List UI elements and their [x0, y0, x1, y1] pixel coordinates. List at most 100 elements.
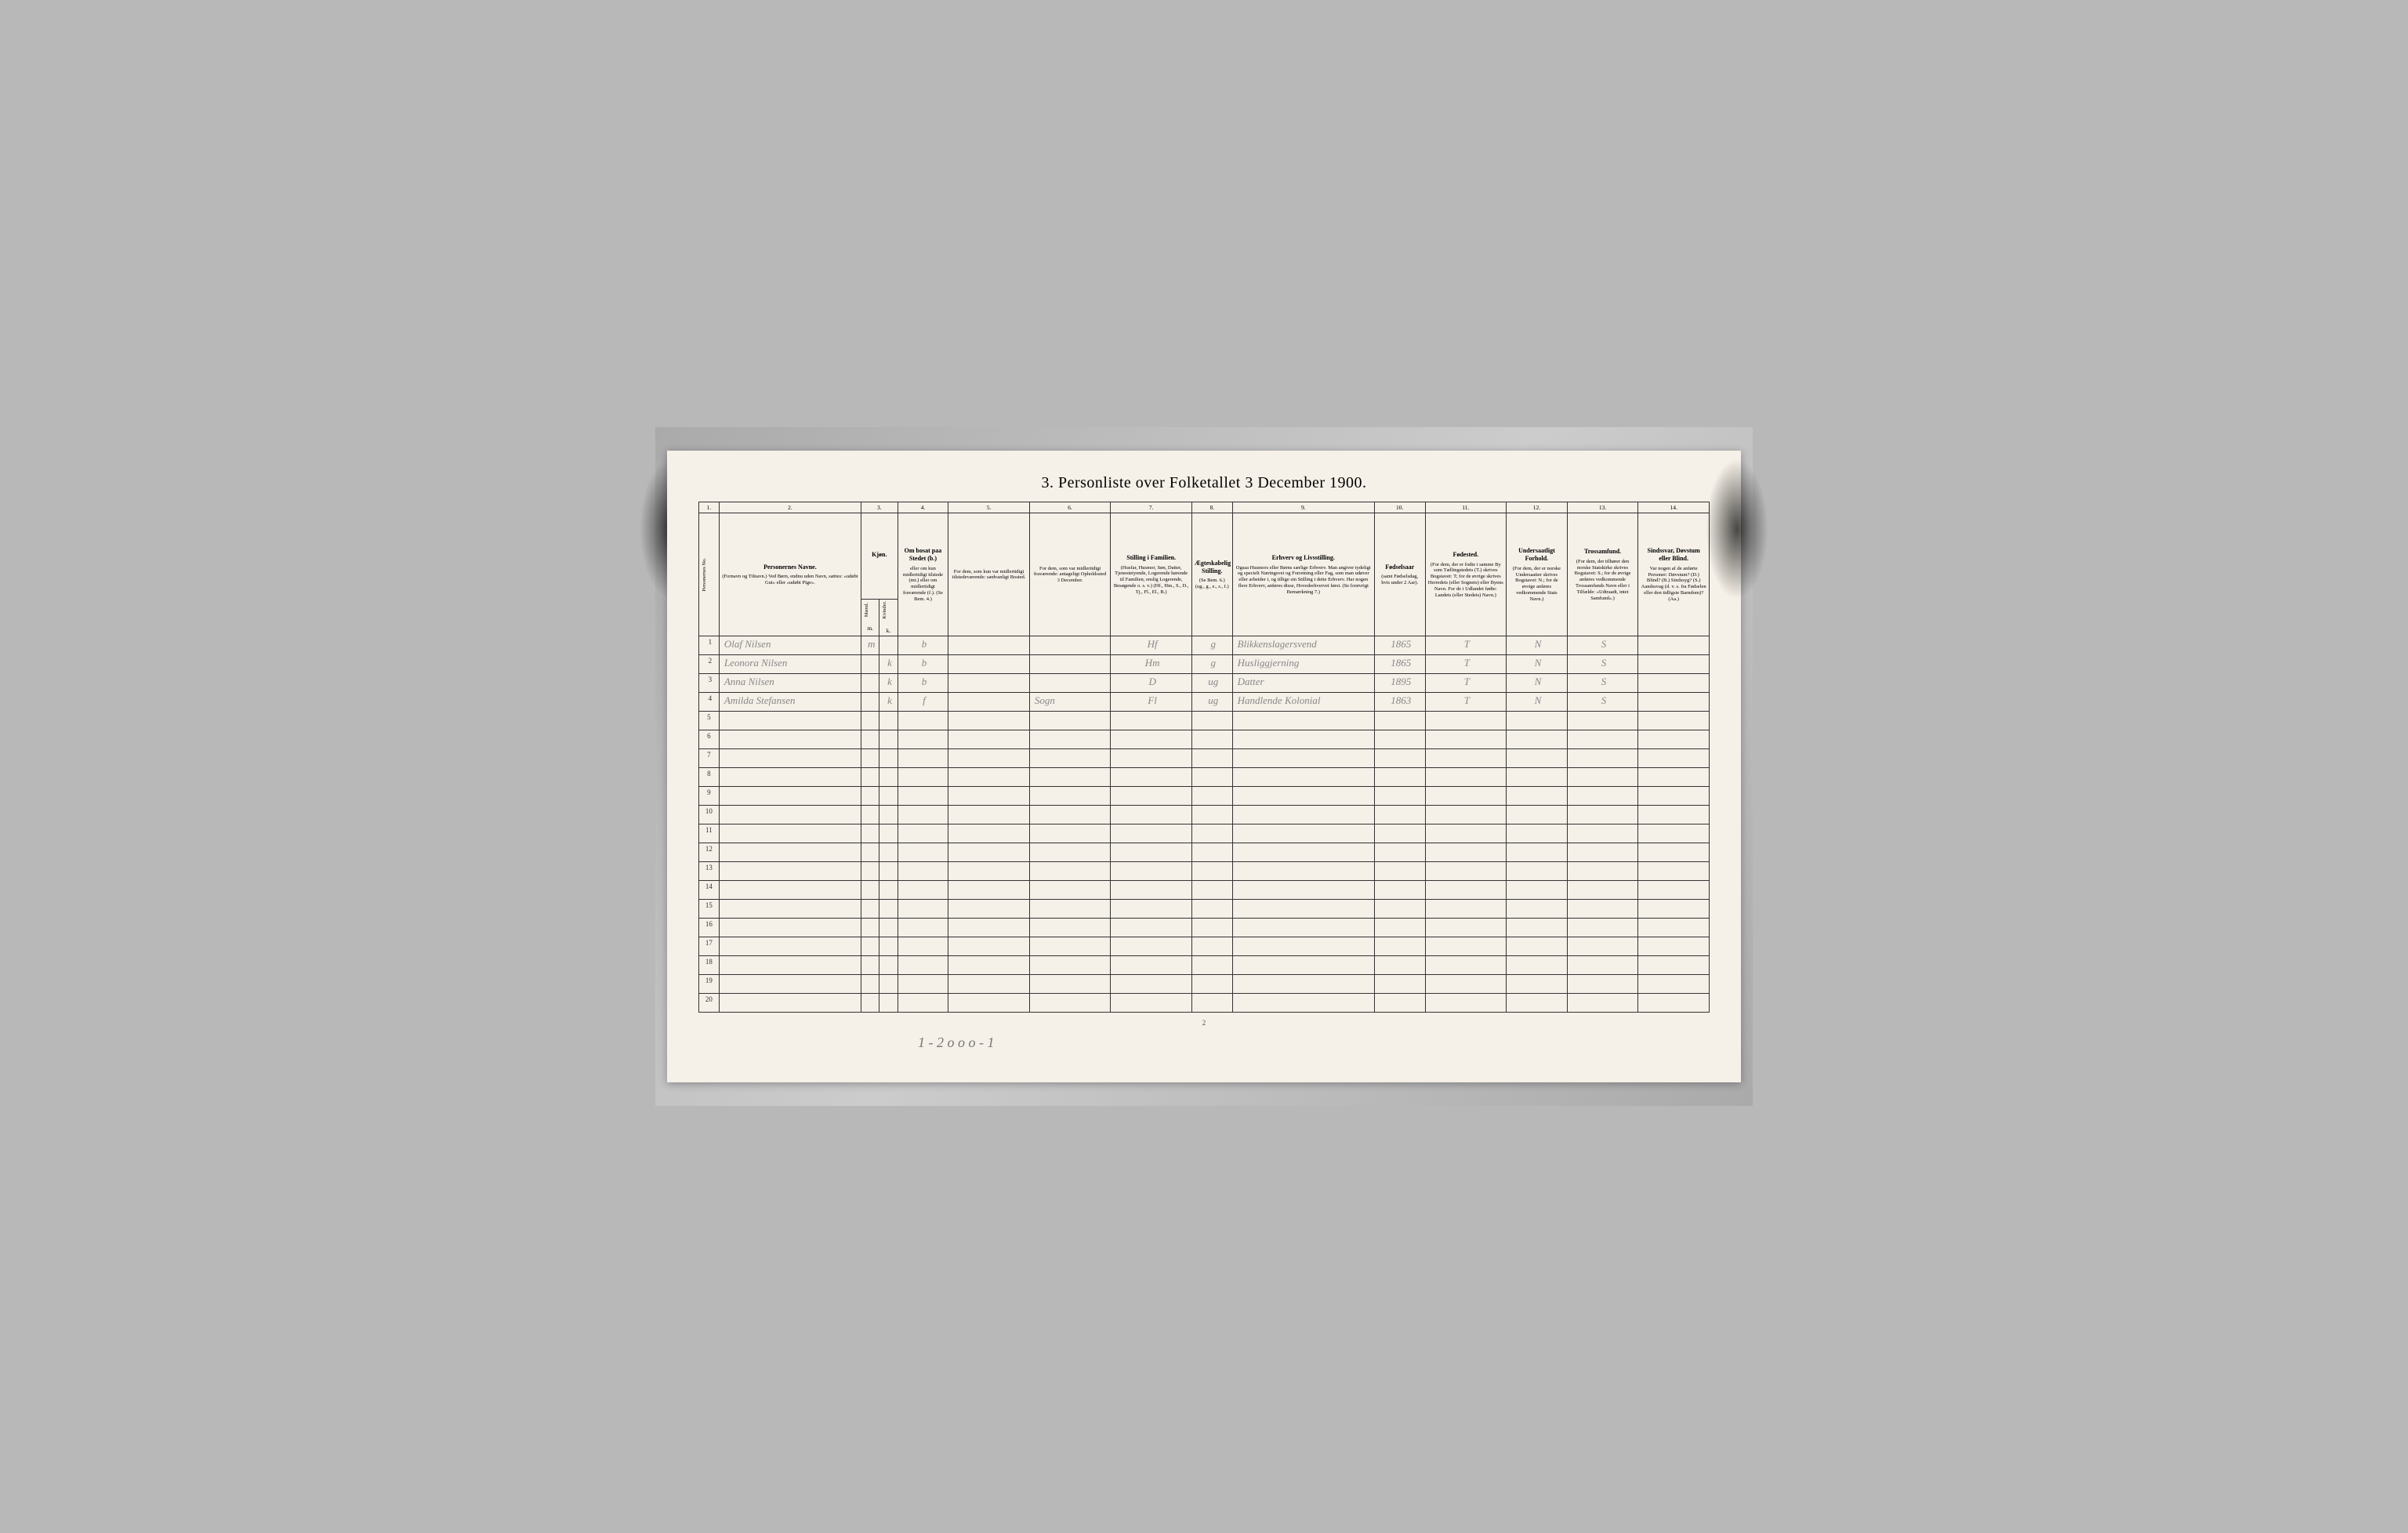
- empty-cell: [1191, 787, 1232, 806]
- row-number: 5: [699, 712, 720, 730]
- empty-cell: [1567, 919, 1638, 937]
- empty-cell: [898, 824, 948, 843]
- row-number: 20: [699, 994, 720, 1013]
- empty-cell: [1567, 730, 1638, 749]
- empty-cell: [1567, 712, 1638, 730]
- empty-cell: [1567, 749, 1638, 768]
- empty-cell: [1191, 843, 1232, 862]
- table-row: 7: [699, 749, 1710, 768]
- row-number: 10: [699, 806, 720, 824]
- empty-cell: [1191, 768, 1232, 787]
- cell-nationality: N: [1507, 674, 1568, 693]
- empty-cell: [1638, 843, 1710, 862]
- empty-cell: [1374, 712, 1425, 730]
- empty-cell: [1029, 843, 1111, 862]
- empty-cell: [719, 975, 861, 994]
- cell-marital: g: [1191, 636, 1232, 655]
- row-number: 14: [699, 881, 720, 900]
- empty-cell: [1567, 994, 1638, 1013]
- empty-cell: [1567, 881, 1638, 900]
- col-num-14: 14.: [1638, 502, 1710, 513]
- cell-religion: S: [1567, 636, 1638, 655]
- empty-cell: [948, 806, 1030, 824]
- empty-cell: [1111, 806, 1192, 824]
- empty-cell: [1638, 956, 1710, 975]
- empty-cell: [1029, 862, 1111, 881]
- cell-sex-k: [879, 636, 898, 655]
- empty-cell: [861, 881, 879, 900]
- empty-cell: [719, 824, 861, 843]
- header-person-no: Personernes No.: [699, 513, 720, 636]
- table-row: 2 Leonora Nilsen k b Hm g Husliggjerning…: [699, 655, 1710, 674]
- empty-cell: [1191, 919, 1232, 937]
- empty-cell: [861, 975, 879, 994]
- row-number: 15: [699, 900, 720, 919]
- census-document: 3. Personliste over Folketallet 3 Decemb…: [667, 451, 1741, 1083]
- cell-religion: S: [1567, 693, 1638, 712]
- cell-name: Anna Nilsen: [719, 674, 861, 693]
- empty-cell: [898, 749, 948, 768]
- empty-cell: [1029, 919, 1111, 937]
- empty-cell: [719, 862, 861, 881]
- cell-sex-k: k: [879, 674, 898, 693]
- empty-cell: [1111, 824, 1192, 843]
- table-row: 15: [699, 900, 1710, 919]
- cell-residence: b: [898, 655, 948, 674]
- empty-cell: [898, 900, 948, 919]
- cell-sex-m: [861, 655, 879, 674]
- cell-nationality: N: [1507, 693, 1568, 712]
- cell-birth: 1895: [1374, 674, 1425, 693]
- empty-cell: [1029, 712, 1111, 730]
- empty-cell: [1232, 881, 1374, 900]
- empty-cell: [1638, 787, 1710, 806]
- empty-cell: [898, 843, 948, 862]
- empty-cell: [1029, 956, 1111, 975]
- empty-cell: [1425, 937, 1507, 956]
- header-nationality: Undersaatligt Forhold.(For dem, der er n…: [1507, 513, 1568, 636]
- empty-cell: [1638, 937, 1710, 956]
- empty-cell: [1567, 956, 1638, 975]
- empty-cell: [1374, 919, 1425, 937]
- row-number: 13: [699, 862, 720, 881]
- cell-birthplace: T: [1425, 636, 1507, 655]
- empty-cell: [719, 881, 861, 900]
- empty-cell: [1111, 956, 1192, 975]
- table-body: 1 Olaf Nilsen m b Hf g Blikkenslagersven…: [699, 636, 1710, 1013]
- row-number: 16: [699, 919, 720, 937]
- empty-cell: [1425, 787, 1507, 806]
- cell-residence: b: [898, 636, 948, 655]
- header-sex-m: Mænd.m.: [861, 600, 879, 636]
- empty-cell: [1425, 900, 1507, 919]
- census-table: 1. 2. 3. 4. 5. 6. 7. 8. 9. 10. 11. 12. 1…: [698, 502, 1710, 1013]
- row-number: 4: [699, 693, 720, 712]
- cell-name: Leonora Nilsen: [719, 655, 861, 674]
- empty-cell: [719, 730, 861, 749]
- empty-cell: [898, 919, 948, 937]
- table-row: 1 Olaf Nilsen m b Hf g Blikkenslagersven…: [699, 636, 1710, 655]
- empty-cell: [948, 787, 1030, 806]
- cell-occupation: Handlende Kolonial: [1232, 693, 1374, 712]
- column-number-row: 1. 2. 3. 4. 5. 6. 7. 8. 9. 10. 11. 12. 1…: [699, 502, 1710, 513]
- empty-cell: [1567, 900, 1638, 919]
- empty-cell: [1111, 900, 1192, 919]
- empty-cell: [1111, 730, 1192, 749]
- cell-col14: [1638, 655, 1710, 674]
- empty-cell: [861, 730, 879, 749]
- empty-cell: [1232, 900, 1374, 919]
- empty-cell: [898, 862, 948, 881]
- empty-cell: [1425, 843, 1507, 862]
- empty-cell: [861, 787, 879, 806]
- cell-col5: [948, 655, 1030, 674]
- cell-sex-m: m: [861, 636, 879, 655]
- empty-cell: [719, 994, 861, 1013]
- empty-cell: [1638, 730, 1710, 749]
- empty-cell: [1567, 787, 1638, 806]
- row-number: 7: [699, 749, 720, 768]
- scan-background: 3. Personliste over Folketallet 3 Decemb…: [655, 427, 1753, 1107]
- empty-cell: [948, 994, 1030, 1013]
- empty-cell: [1191, 994, 1232, 1013]
- empty-cell: [948, 768, 1030, 787]
- cell-marital: ug: [1191, 693, 1232, 712]
- cell-birth: 1865: [1374, 636, 1425, 655]
- cell-position: Hf: [1111, 636, 1192, 655]
